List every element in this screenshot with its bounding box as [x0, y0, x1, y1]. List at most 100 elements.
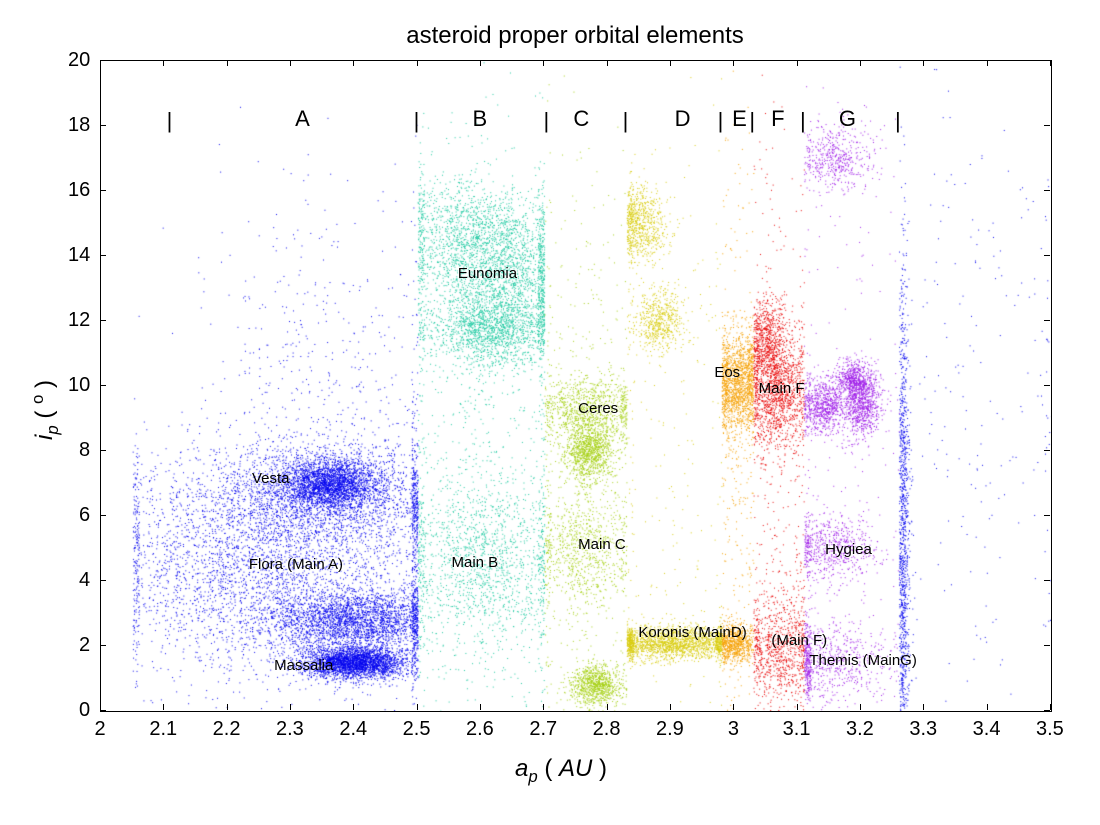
x-tick: [607, 60, 608, 66]
x-tick: [227, 704, 228, 710]
y-tick: [100, 190, 106, 191]
x-tick: [417, 704, 418, 710]
x-tick: [797, 704, 798, 710]
x-tick-label: 2.5: [403, 718, 431, 741]
y-tick-label: 4: [79, 569, 90, 592]
y-tick: [100, 515, 106, 516]
x-tick: [163, 60, 164, 66]
x-tick: [1050, 60, 1051, 66]
x-tick: [290, 704, 291, 710]
y-tick: [100, 255, 106, 256]
x-tick-label: 2.3: [276, 718, 304, 741]
x-tick: [480, 704, 481, 710]
y-tick: [100, 385, 106, 386]
family-label: Massalia: [274, 657, 333, 674]
family-label: Ceres: [578, 400, 618, 417]
region-label: F: [771, 106, 784, 132]
x-tick: [1050, 704, 1051, 710]
y-tick: [100, 580, 106, 581]
x-tick-label: 3.3: [909, 718, 937, 741]
y-tick: [1044, 450, 1050, 451]
y-tick-label: 16: [68, 179, 90, 202]
y-tick: [100, 710, 106, 711]
region-separator: |: [749, 108, 755, 134]
y-tick-label: 0: [79, 699, 90, 722]
region-separator: |: [414, 108, 420, 134]
y-tick: [100, 125, 106, 126]
x-tick: [353, 704, 354, 710]
y-tick: [1044, 645, 1050, 646]
family-label: Koronis (MainD): [638, 624, 746, 641]
x-tick: [353, 60, 354, 66]
x-tick-label: 3.1: [783, 718, 811, 741]
y-tick: [1044, 385, 1050, 386]
x-axis-label: ap ( AU ): [515, 755, 607, 787]
y-tick: [1044, 190, 1050, 191]
x-tick: [227, 60, 228, 66]
region-separator: |: [800, 108, 806, 134]
x-tick-label: 3.5: [1036, 718, 1064, 741]
x-tick: [797, 60, 798, 66]
region-label: G: [839, 106, 856, 132]
region-separator: |: [895, 108, 901, 134]
region-separator: |: [718, 108, 724, 134]
x-tick-label: 3.2: [846, 718, 874, 741]
y-tick-label: 12: [68, 309, 90, 332]
region-label: E: [732, 106, 747, 132]
family-label: Main B: [452, 554, 499, 571]
region-label: B: [473, 106, 488, 132]
y-tick: [100, 320, 106, 321]
y-tick-label: 2: [79, 634, 90, 657]
x-tick-label: 3.4: [973, 718, 1001, 741]
x-tick: [670, 60, 671, 66]
region-label: C: [573, 106, 589, 132]
x-tick: [733, 704, 734, 710]
x-tick-label: 2.2: [213, 718, 241, 741]
y-tick: [1044, 710, 1050, 711]
x-tick: [163, 704, 164, 710]
y-tick: [100, 60, 106, 61]
x-tick: [987, 60, 988, 66]
x-tick-label: 2: [95, 718, 106, 741]
family-label: Main F: [759, 380, 805, 397]
x-tick: [860, 60, 861, 66]
family-label: Main C: [578, 536, 626, 553]
region-label: D: [675, 106, 691, 132]
y-tick: [1044, 125, 1050, 126]
y-tick-label: 14: [68, 244, 90, 267]
x-tick: [543, 60, 544, 66]
x-tick: [607, 704, 608, 710]
x-tick: [733, 60, 734, 66]
scatter-canvas: [101, 61, 1051, 711]
x-tick: [670, 704, 671, 710]
y-tick: [1044, 320, 1050, 321]
x-tick-label: 2.9: [656, 718, 684, 741]
x-tick: [923, 704, 924, 710]
y-tick: [1044, 255, 1050, 256]
x-tick: [987, 704, 988, 710]
y-tick-label: 18: [68, 114, 90, 137]
y-tick-label: 6: [79, 504, 90, 527]
x-tick-label: 3: [728, 718, 739, 741]
family-label: Vesta: [252, 470, 290, 487]
x-tick-label: 2.8: [593, 718, 621, 741]
y-tick: [100, 450, 106, 451]
y-tick: [100, 645, 106, 646]
x-tick: [480, 60, 481, 66]
x-tick-label: 2.1: [149, 718, 177, 741]
y-tick-label: 8: [79, 439, 90, 462]
y-tick-label: 20: [68, 49, 90, 72]
chart-title: asteroid proper orbital elements: [100, 22, 1050, 50]
family-label: Hygiea: [825, 541, 872, 558]
y-axis-label: ip ( o ): [28, 380, 63, 440]
family-label: Flora (Main A): [249, 556, 343, 573]
plot-area: [100, 60, 1052, 712]
family-label: Eunomia: [458, 265, 517, 282]
family-label: (Main F): [771, 632, 827, 649]
y-tick: [1044, 60, 1050, 61]
y-tick: [1044, 580, 1050, 581]
x-tick: [860, 704, 861, 710]
chart-container: asteroid proper orbital elements ap ( AU…: [0, 0, 1100, 825]
region-separator: |: [167, 108, 173, 134]
x-tick-label: 2.4: [339, 718, 367, 741]
